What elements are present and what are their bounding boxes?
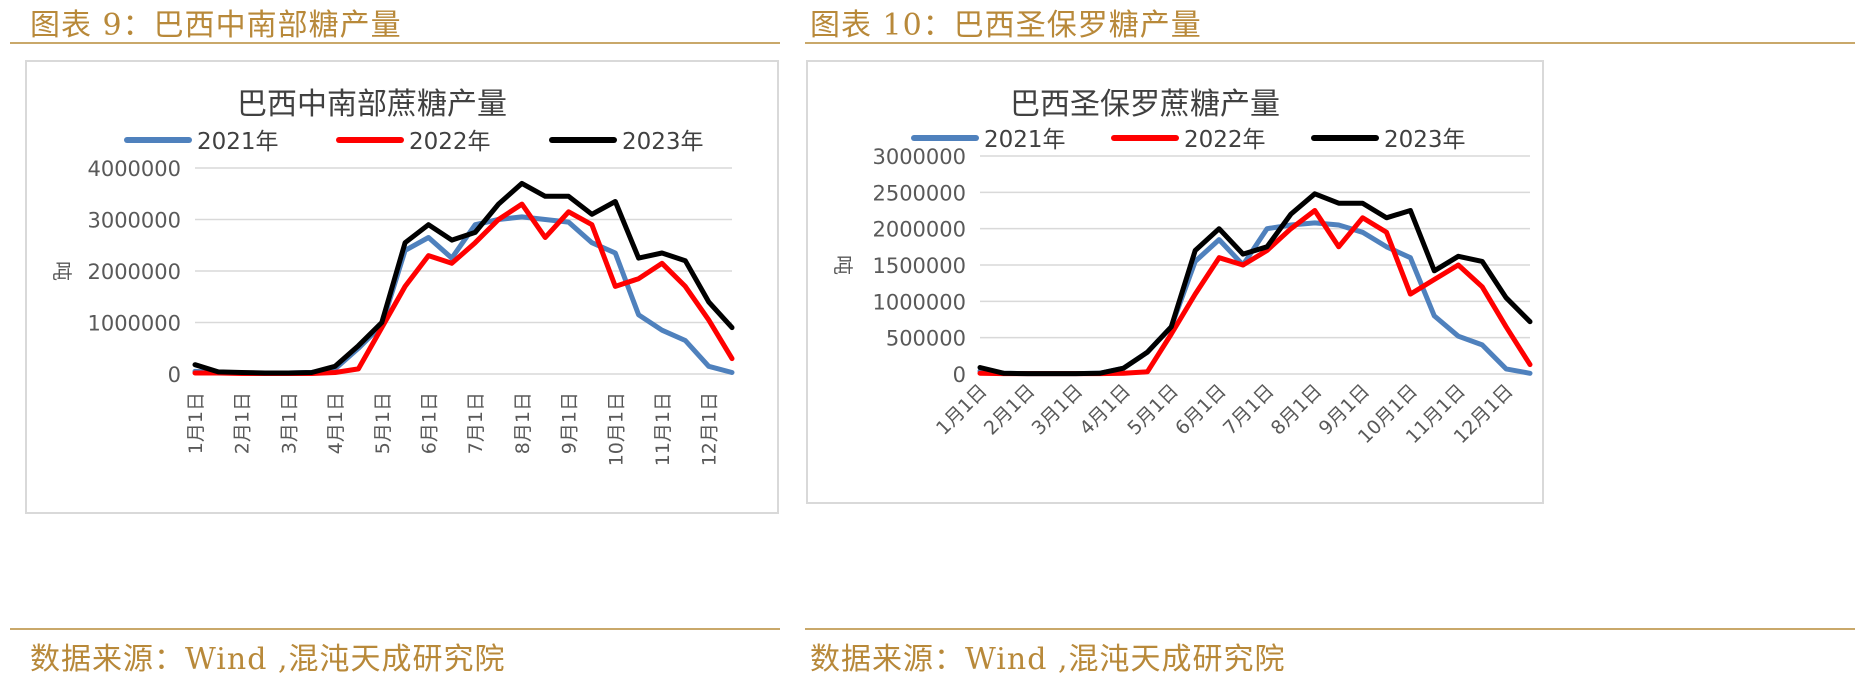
figure-9-source: 数据来源：Wind ,混沌天成研究院 — [30, 642, 506, 677]
legend-label-1: 2022年 — [1184, 127, 1266, 153]
series-line-2021年 — [192, 214, 735, 376]
x-tick-label: 6月1日 — [1171, 380, 1231, 440]
y-tick-label: 4000000 — [87, 157, 181, 181]
series-line-2021年 — [977, 220, 1533, 377]
figure-10-bottom-rule — [805, 628, 1855, 630]
x-tick-label: 6月1日 — [418, 392, 440, 454]
x-tick-label: 8月1日 — [1267, 380, 1327, 440]
x-tick-label: 11月1日 — [652, 392, 674, 466]
chart-1-svg: 巴西中南部蔗糖产量 2021年 2022年 2023年 0 1000000 2000000 3… — [50, 87, 735, 466]
figure-9-bottom-rule — [10, 628, 780, 630]
legend-label-0: 2021年 — [984, 127, 1066, 153]
x-tick-label: 4月1日 — [325, 392, 347, 454]
series-line-2023年 — [192, 180, 735, 376]
x-tick-label: 3月1日 — [1028, 380, 1088, 440]
figure-10-label: 图表 10：巴西圣保罗糖产量 — [810, 8, 1202, 43]
chart-1-frame: 巴西中南部蔗糖产量 2021年 2022年 2023年 0 1000000 2000000 3… — [25, 60, 779, 514]
x-tick-label: 3月1日 — [278, 392, 300, 454]
x-tick-label: 1月1日 — [185, 392, 207, 454]
x-tick-label: 7月1日 — [1219, 380, 1279, 440]
y-tick-label: 3000000 — [87, 209, 181, 233]
x-tick-label: 9月1日 — [559, 392, 581, 454]
series-line-2022年 — [192, 201, 735, 376]
x-tick-label: 7月1日 — [465, 392, 487, 454]
x-tick-label: 4月1日 — [1075, 380, 1135, 440]
x-tick-label: 5月1日 — [1123, 380, 1183, 440]
chart-2-frame: 巴西圣保罗蔗糖产量 2021年 2022年 2023年 0 500000 1000000 15… — [806, 60, 1544, 504]
y-tick-label: 1500000 — [872, 254, 966, 278]
x-tick-label: 5月1日 — [372, 392, 394, 454]
y-axis-label: 吨 — [831, 255, 855, 275]
series-line-2022年 — [977, 208, 1533, 377]
legend-label-0: 2021年 — [197, 129, 279, 155]
x-tick-label: 2月1日 — [980, 380, 1040, 440]
series-line-2023年 — [977, 191, 1533, 377]
figure-10-top-rule — [805, 42, 1855, 44]
legend-label-2: 2023年 — [1384, 127, 1466, 153]
legend-label-2: 2023年 — [622, 129, 704, 155]
x-tick-label: 2月1日 — [232, 392, 254, 454]
y-tick-label: 0 — [953, 363, 966, 387]
y-tick-label: 2000000 — [87, 260, 181, 284]
y-tick-label: 2000000 — [872, 218, 966, 242]
chart-title: 巴西圣保罗蔗糖产量 — [1010, 87, 1280, 122]
legend-label-1: 2022年 — [409, 129, 491, 155]
chart-2-svg: 巴西圣保罗蔗糖产量 2021年 2022年 2023年 0 500000 1000000 15… — [831, 87, 1533, 448]
chart-title: 巴西中南部蔗糖产量 — [237, 87, 507, 122]
x-tick-label: 8月1日 — [512, 392, 534, 454]
y-tick-label: 0 — [168, 363, 181, 387]
y-tick-label: 500000 — [886, 327, 966, 351]
figure-9-label: 图表 9：巴西中南部糖产量 — [30, 8, 402, 43]
y-axis-label: 吨 — [50, 261, 74, 281]
y-tick-label: 1000000 — [872, 290, 966, 314]
x-tick-label: 1月1日 — [932, 380, 992, 440]
y-tick-label: 1000000 — [87, 312, 181, 336]
y-tick-label: 3000000 — [872, 145, 966, 169]
figure-9-top-rule — [10, 42, 780, 44]
x-tick-label: 10月1日 — [605, 392, 627, 466]
figure-10-source: 数据来源：Wind ,混沌天成研究院 — [810, 642, 1286, 677]
y-tick-label: 2500000 — [872, 181, 966, 205]
x-tick-label: 12月1日 — [699, 392, 721, 466]
